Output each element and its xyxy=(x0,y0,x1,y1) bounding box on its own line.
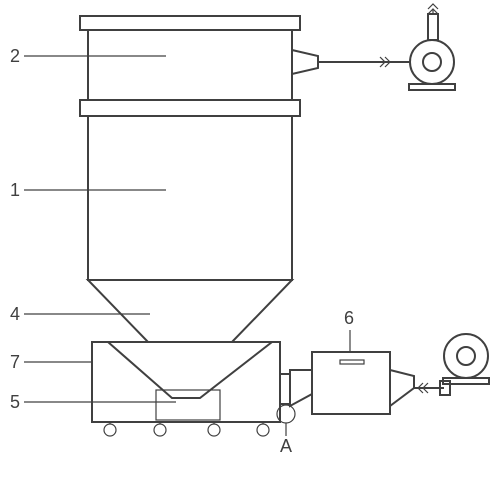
label-l7: 7 xyxy=(10,352,20,372)
label-l2: 2 xyxy=(10,46,20,66)
upper-outlet xyxy=(292,50,410,74)
label-l6: 6 xyxy=(344,308,354,328)
lower-duct xyxy=(280,352,444,414)
label-lA: A xyxy=(280,436,292,456)
base-cart xyxy=(92,342,280,436)
label-l1: 1 xyxy=(10,180,20,200)
top-fan xyxy=(409,10,455,90)
label-l4: 4 xyxy=(10,304,20,324)
bottom-fan xyxy=(440,334,489,395)
leader-lines xyxy=(24,56,350,436)
main-vessel xyxy=(80,16,300,342)
label-l5: 5 xyxy=(10,392,20,412)
